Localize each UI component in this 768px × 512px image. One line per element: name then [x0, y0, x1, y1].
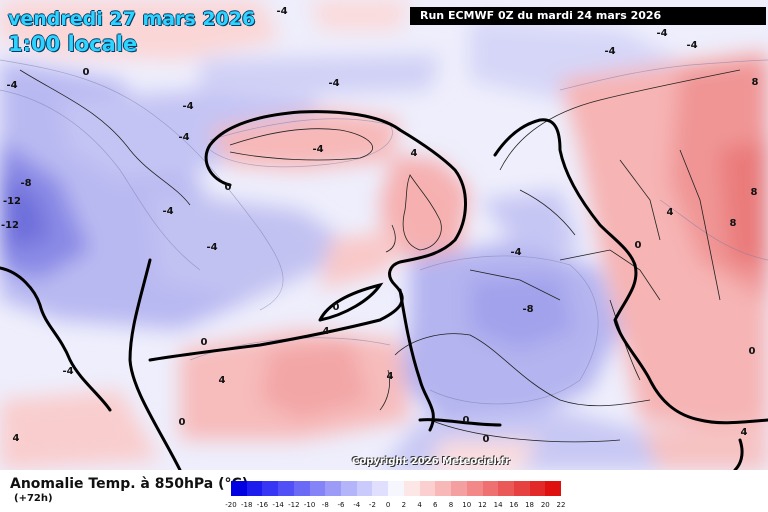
color-scale-labels: -20 -18 -16 -14 -12 -10 -8 -6 -4 -2 0 2 4 6 8 10 12 14 16 1… — [225, 501, 565, 511]
contour-label: -4 — [182, 101, 193, 112]
color-scale-tick-label: -12 — [288, 501, 300, 509]
anomaly-field — [0, 0, 768, 470]
color-scale-swatch — [388, 481, 404, 496]
contour-labels: -4 0 -8 -12 -12 -4 -4 -4 -4 -4 -4 -4 -4 -4 0 -4 4 0 4 0 -4 4 4… — [1, 6, 759, 445]
color-scale-swatch — [325, 481, 342, 496]
color-scale-tick-label: 18 — [525, 501, 535, 509]
color-scale-swatch — [246, 481, 263, 496]
copyright-text: Copyright 2026 Meteociel.fr — [352, 456, 510, 467]
contour-label: 4 — [741, 427, 748, 438]
color-scale-swatch — [545, 481, 562, 496]
contour-label: -4 — [686, 40, 697, 51]
contour-label: 4 — [219, 375, 226, 386]
contour-label: -4 — [656, 28, 667, 39]
color-scale-swatch — [262, 481, 279, 496]
model-run-banner: Run ECMWF 0Z du mardi 24 mars 2026 — [410, 7, 766, 25]
color-scale-tick-label: 0 — [385, 501, 391, 509]
contour-label: 0 — [483, 434, 490, 445]
coastlines — [19, 69, 741, 443]
color-scale-bar — [231, 481, 562, 496]
color-scale-swatch — [372, 481, 389, 496]
color-scale-swatch — [435, 481, 452, 496]
contour-label: -8 — [20, 178, 31, 189]
contour-label: 0 — [201, 337, 208, 348]
color-scale-swatch — [451, 481, 467, 496]
color-scale-swatch — [403, 481, 420, 496]
contour-label: -8 — [522, 304, 533, 315]
contour-label: -4 — [178, 132, 189, 143]
color-scale-swatch — [529, 481, 546, 496]
contour-label: 0 — [463, 415, 470, 426]
contour-label: 0 — [225, 182, 232, 193]
color-scale-swatch — [231, 481, 247, 496]
model-run-text: Run ECMWF 0Z du mardi 24 mars 2026 — [420, 9, 662, 22]
contour-label: -4 — [276, 6, 287, 17]
color-scale-swatch — [278, 481, 294, 496]
contour-label: 4 — [387, 371, 394, 382]
color-scale-tick-label: 10 — [462, 501, 472, 509]
color-scale-tick-label: 16 — [509, 501, 519, 509]
contour-label: 4 — [411, 148, 418, 159]
contour-label: -4 — [604, 46, 615, 57]
contour-label: -4 — [510, 247, 521, 258]
color-scale-swatch — [293, 481, 310, 496]
color-scale-tick-label: -2 — [368, 501, 376, 509]
contour-label: 4 — [323, 326, 330, 337]
contour-label: 0 — [83, 67, 90, 78]
color-scale-tick-label: -4 — [353, 501, 361, 509]
parameter-title: Anomalie Temp. à 850hPa (°C) — [10, 476, 249, 492]
color-scale-tick-label: -18 — [240, 501, 253, 509]
color-scale-tick-label: 2 — [401, 501, 407, 509]
contour-label: -4 — [206, 242, 217, 253]
contour-label: -12 — [1, 220, 19, 231]
color-scale-swatch — [356, 481, 373, 496]
zero-contours — [0, 110, 768, 470]
color-scale-tick-label: -10 — [303, 501, 316, 509]
contour-label: -4 — [6, 80, 17, 91]
color-scale-tick-label: -14 — [272, 501, 284, 509]
contour-label: -4 — [162, 206, 173, 217]
contour-label: -4 — [62, 366, 73, 377]
color-scale-tick-label: -8 — [321, 501, 329, 509]
color-scale-swatch — [419, 481, 436, 496]
color-scale-tick-label: 6 — [433, 501, 438, 509]
contour-label: -4 — [312, 144, 323, 155]
contour-label: 0 — [179, 417, 186, 428]
color-scale-swatch — [341, 481, 357, 496]
contour-label: 0 — [635, 240, 642, 251]
color-scale-tick-label: 8 — [448, 501, 454, 509]
color-scale-swatch — [498, 481, 514, 496]
forecast-date: vendredi 27 mars 2026 — [8, 8, 256, 30]
contour-label: 0 — [333, 302, 340, 313]
color-scale-tick-label: -20 — [225, 501, 237, 509]
color-scale-tick-label: 22 — [556, 501, 566, 509]
color-scale-swatch — [309, 481, 326, 496]
color-scale-tick-label: 14 — [493, 501, 503, 509]
contour-label: 8 — [730, 218, 737, 229]
contour-label: 4 — [667, 207, 674, 218]
contour-label: 0 — [749, 346, 756, 357]
color-scale-tick-label: 4 — [417, 501, 422, 509]
temperature-anomaly-map: -4 0 -8 -12 -12 -4 -4 -4 -4 -4 -4 -4 -4 -4 0 -4 4 0 4 0 -4 4 4… — [0, 0, 768, 470]
forecast-lead-time: (+72h) — [14, 493, 53, 504]
contour-label: -12 — [3, 196, 21, 207]
forecast-local-time: 1:00 locale — [8, 32, 138, 56]
color-scale-tick-label: -6 — [337, 501, 345, 509]
color-scale-tick-label: 20 — [540, 501, 550, 509]
color-scale-tick-label: -16 — [256, 501, 269, 509]
legend-footer: Anomalie Temp. à 850hPa (°C) (+72h) -20-… — [0, 470, 768, 512]
contour-label: 4 — [13, 433, 20, 444]
contour-label: 8 — [751, 187, 758, 198]
contour-label: -4 — [328, 78, 339, 89]
contour-label: 8 — [752, 77, 759, 88]
color-scale-swatch — [482, 481, 499, 496]
color-scale-swatch — [466, 481, 483, 496]
color-scale-tick-label: 12 — [477, 501, 487, 509]
color-scale-swatch — [513, 481, 530, 496]
